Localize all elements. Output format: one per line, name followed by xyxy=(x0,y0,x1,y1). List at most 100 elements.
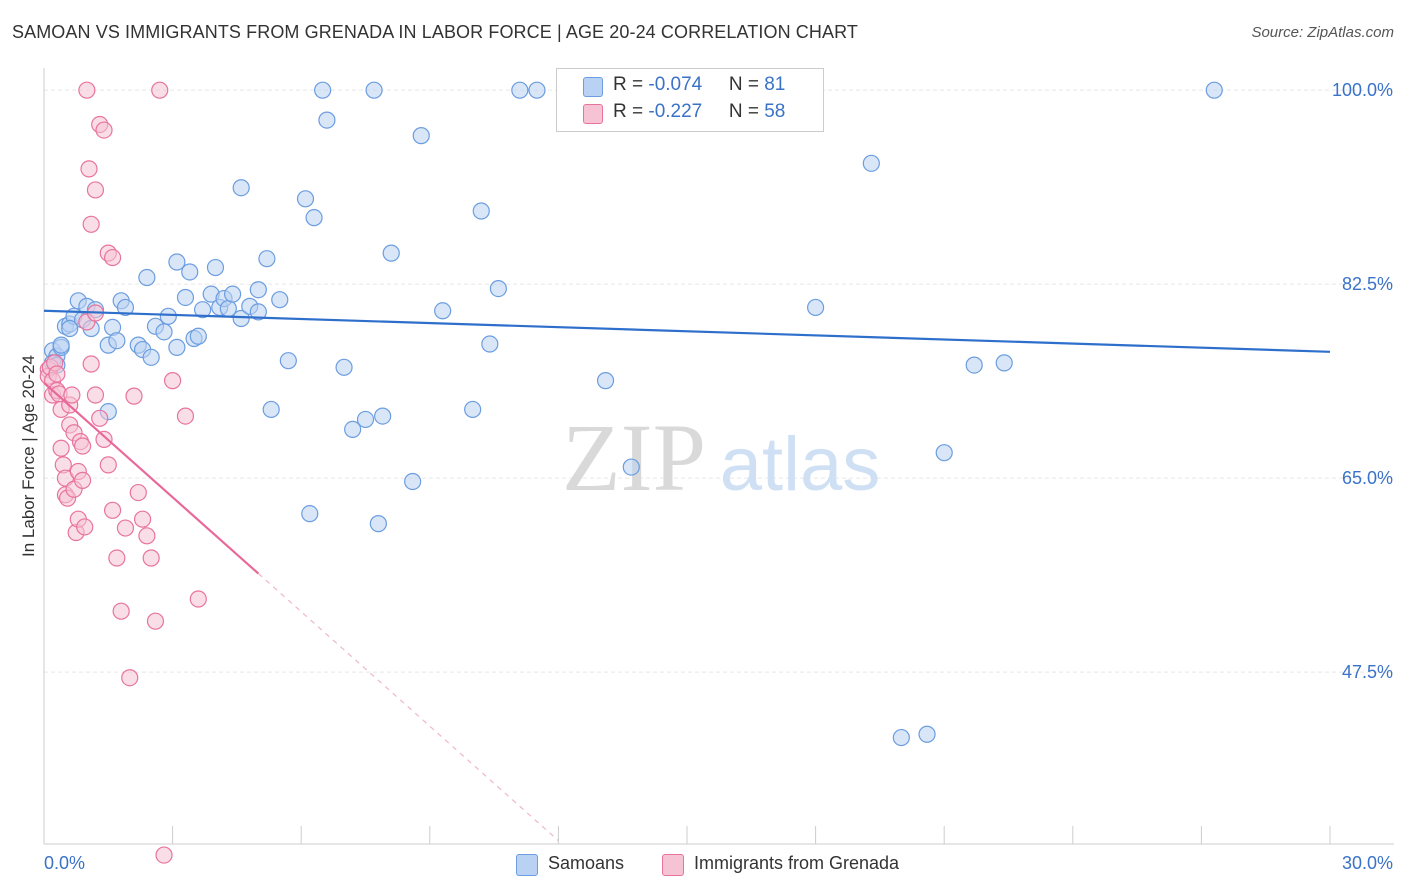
grenada-point xyxy=(121,669,139,687)
samoans-point xyxy=(344,420,362,438)
grenada-point xyxy=(142,549,160,567)
samoans-point xyxy=(404,472,422,491)
samoans-point xyxy=(892,728,910,747)
grenada-point xyxy=(138,527,156,545)
samoans-point xyxy=(305,209,323,227)
n-label: N = xyxy=(728,101,765,122)
y-tick-label: 100.0% xyxy=(1332,80,1393,100)
grenada-point xyxy=(103,248,122,267)
r-value: -0.227 xyxy=(648,101,703,122)
samoans-point xyxy=(249,281,267,299)
y-axis-title: In Labor Force | Age 20-24 xyxy=(19,355,38,557)
samoans-point xyxy=(596,372,615,390)
grenada-point xyxy=(125,387,143,405)
samoans-point xyxy=(168,253,186,271)
samoans-point xyxy=(189,327,207,345)
samoans-point xyxy=(472,202,490,220)
correlation-legend: R = -0.074 N = 81 R = -0.227 N = 58 xyxy=(556,68,824,132)
grenada-point xyxy=(86,386,105,404)
axes xyxy=(43,68,1394,845)
samoans-point xyxy=(181,263,199,281)
grenada-trend-extension xyxy=(257,573,559,842)
grenada-point xyxy=(151,81,169,99)
grenada-point xyxy=(91,409,109,427)
legend-text: R = -0.074 N = 81 xyxy=(613,74,785,96)
samoans-point xyxy=(382,244,400,262)
samoans-point xyxy=(194,301,212,319)
r-label: R = xyxy=(613,74,649,95)
samoans-point xyxy=(61,319,79,338)
grenada-point xyxy=(103,501,122,519)
trend-lines xyxy=(43,309,1331,842)
grenada-point xyxy=(52,439,70,457)
grenada-point xyxy=(112,602,130,620)
samoans-point xyxy=(528,81,546,99)
grenada-point xyxy=(155,846,173,864)
samoans-point xyxy=(489,280,507,298)
y-tick-label: 65.0% xyxy=(1342,468,1393,488)
watermark-zip: ZIP xyxy=(562,404,706,511)
samoans-point xyxy=(176,288,195,307)
n-label: N = xyxy=(728,74,765,95)
legend-swatch-pink xyxy=(662,854,684,876)
grenada-point xyxy=(73,471,92,489)
samoans-point xyxy=(116,298,135,317)
grenada-points xyxy=(39,81,207,864)
samoans-point xyxy=(918,725,936,743)
samoans-point xyxy=(318,111,336,129)
grenada-point xyxy=(63,386,81,404)
samoans-point xyxy=(279,352,297,370)
chart-title: SAMOAN VS IMMIGRANTS FROM GRENADA IN LAB… xyxy=(12,22,858,42)
samoans-point xyxy=(369,515,387,533)
samoans-point xyxy=(464,400,482,419)
samoans-point xyxy=(314,81,332,99)
samoans-point xyxy=(965,356,983,374)
legend-label: Immigrants from Grenada xyxy=(694,853,900,873)
samoans-point xyxy=(862,154,880,172)
grenada-point xyxy=(80,160,98,178)
grenada-point xyxy=(76,518,94,536)
grenada-trend-line xyxy=(43,382,260,575)
grenada-point xyxy=(86,181,105,199)
x-tick-label: 30.0% xyxy=(1342,853,1393,873)
samoans-point xyxy=(481,335,499,353)
n-value: 58 xyxy=(764,101,786,122)
r-label: R = xyxy=(613,101,649,122)
samoans-point xyxy=(108,332,126,350)
grenada-point xyxy=(82,215,100,233)
samoans-point xyxy=(232,309,250,328)
samoans-point xyxy=(168,338,186,356)
samoans-point xyxy=(335,358,353,376)
grenada-point xyxy=(176,407,195,425)
samoans-point xyxy=(232,179,250,197)
samoans-point xyxy=(995,354,1013,372)
samoans-point xyxy=(365,81,383,99)
legend-text: R = -0.227 N = 58 xyxy=(613,101,785,123)
samoans-point xyxy=(622,458,640,476)
legend-label: Samoans xyxy=(548,853,625,873)
legend-swatch-pink xyxy=(583,104,603,124)
r-value: -0.074 xyxy=(648,74,703,95)
y-tick-label: 82.5% xyxy=(1342,274,1393,294)
samoans-point xyxy=(374,407,392,425)
watermark: ZIP atlas xyxy=(562,404,880,511)
samoans-point xyxy=(1205,81,1223,99)
samoans-point xyxy=(434,302,452,320)
legend-swatch-blue xyxy=(516,854,538,876)
grenada-point xyxy=(129,483,147,502)
samoans-point xyxy=(155,323,173,341)
samoans-point xyxy=(301,505,319,523)
grenada-point xyxy=(95,430,113,448)
x-tick-labels: 0.0% 30.0% xyxy=(44,853,1393,873)
watermark-atlas: atlas xyxy=(720,422,881,507)
samoans-point xyxy=(511,81,529,99)
grid-lines xyxy=(44,89,1394,673)
samoans-point xyxy=(935,444,953,462)
y-tick-label: 47.5% xyxy=(1342,662,1393,682)
grenada-point xyxy=(82,355,100,373)
y-tick-labels: 47.5% 65.0% 82.5% 100.0% xyxy=(1332,80,1393,682)
samoans-point xyxy=(159,307,177,325)
samoans-point xyxy=(52,336,70,354)
grenada-point xyxy=(146,612,165,630)
